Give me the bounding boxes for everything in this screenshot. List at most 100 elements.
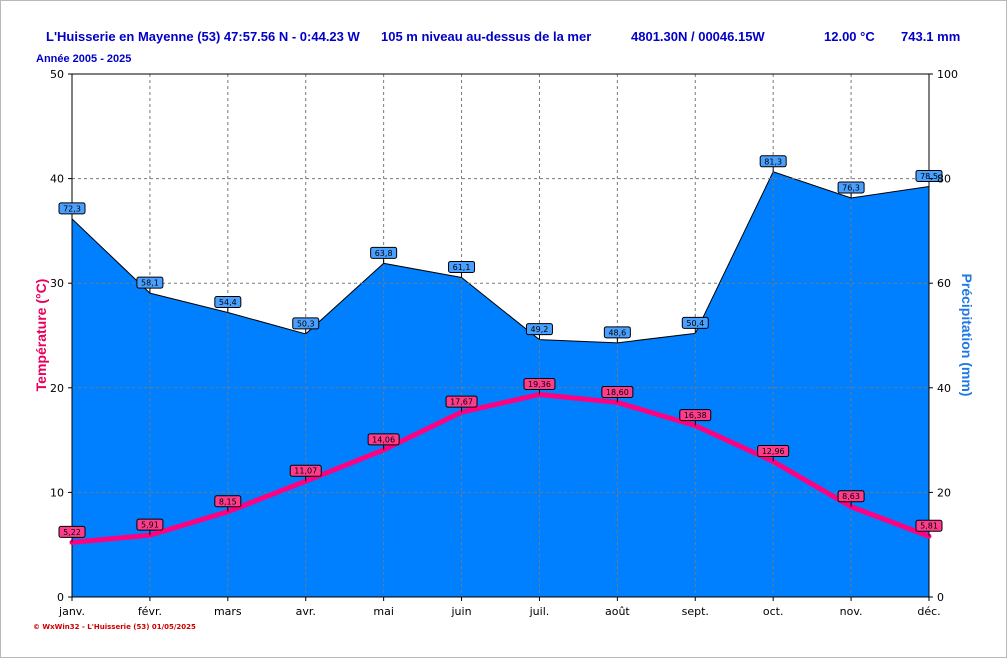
precipitation-value-label: 49,2 (525, 323, 553, 340)
data-label-text: 50,3 (297, 319, 315, 328)
left-axis-tick-label: 0 (57, 591, 64, 604)
plot-border (71, 73, 930, 598)
data-label-text: 50,4 (686, 319, 704, 328)
data-label-box (214, 495, 242, 508)
precipitation-value-label: 78,5 (915, 169, 943, 187)
data-label-box (915, 519, 943, 532)
precipitation-value-label: 81,3 (759, 155, 787, 172)
precipitation-value-label: 50,3 (292, 317, 320, 334)
precipitation-value-label: 48,6 (603, 326, 631, 343)
data-label-box (58, 525, 86, 538)
data-label-text: 61,1 (453, 263, 471, 272)
data-label-text: 58,1 (141, 279, 159, 288)
precipitation-value-label: 50,4 (681, 316, 709, 334)
right-axis-tick-label: 20 (937, 486, 951, 499)
data-label-text: 81,3 (764, 157, 782, 166)
x-axis-tick-label: févr. (138, 605, 162, 618)
data-label-box (367, 433, 400, 446)
period-label: Année 2005 - 2025 (36, 53, 132, 65)
data-label-text: 76,3 (842, 183, 860, 192)
right-axis-tick-label: 40 (937, 382, 951, 395)
temperature-value-label: 14,06 (367, 433, 400, 450)
data-label-box (525, 323, 553, 336)
data-label-box (445, 395, 478, 408)
data-label-box (915, 169, 943, 182)
coords-label: 4801.30N / 00046.15W (631, 29, 765, 44)
data-label-box (136, 276, 164, 289)
data-label-box (214, 295, 242, 308)
station-title: L'Huisserie en Mayenne (53) 47:57.56 N -… (46, 29, 360, 44)
temperature-value-label: 19,36 (523, 377, 556, 395)
right-axis-tick-label: 60 (937, 277, 951, 290)
x-axis-tick-label: mai (373, 605, 394, 618)
temperature-value-label: 17,67 (445, 395, 478, 413)
temperature-value-label: 8,15 (214, 495, 242, 512)
data-label-box (603, 326, 631, 339)
data-label-text: 49,2 (531, 325, 549, 334)
precipitation-value-label: 63,8 (370, 246, 398, 264)
temperature-value-label: 18,60 (601, 385, 634, 403)
data-label-text: 5,22 (63, 528, 81, 537)
data-label-box (136, 518, 164, 531)
data-label-text: 16,38 (684, 411, 707, 420)
temperature-value-label: 5,81 (915, 519, 943, 537)
temperature-line (69, 391, 932, 545)
data-label-box (523, 377, 556, 390)
x-axis-tick-label: janv. (58, 605, 85, 618)
precipitation-value-label: 72,3 (58, 202, 86, 219)
temperature-value-label: 11,07 (289, 464, 322, 482)
data-label-text: 14,06 (372, 435, 395, 444)
data-label-box (601, 385, 634, 398)
data-label-text: 12,96 (762, 447, 785, 456)
data-label-box (289, 464, 322, 477)
data-label-text: 8,63 (842, 492, 860, 501)
data-label-text: 72,3 (63, 204, 81, 213)
right-axis-tick-label: 0 (937, 591, 944, 604)
data-label-text: 8,15 (219, 497, 237, 506)
data-label-text: 18,60 (606, 388, 629, 397)
left-axis-tick-label: 10 (50, 486, 64, 499)
data-label-text: 54,4 (219, 298, 237, 307)
data-label-text: 17,67 (450, 398, 473, 407)
temperature-value-label: 8,63 (837, 490, 865, 507)
temperature-value-label: 16,38 (679, 409, 712, 426)
data-label-text: 5,81 (920, 522, 938, 531)
data-label-box (757, 444, 790, 457)
data-label-box (679, 409, 712, 422)
temperature-value-label: 5,91 (136, 518, 164, 536)
total-precip-label: 743.1 mm (901, 29, 961, 44)
mean-temp-label: 12.00 °C (824, 29, 875, 44)
x-axis-tick-label: avr. (296, 605, 316, 618)
left-axis-tick-label: 50 (50, 68, 64, 81)
x-axis-tick-label: juin (451, 605, 472, 618)
data-label-text: 78,5 (920, 172, 938, 181)
temperature-value-label: 12,96 (757, 444, 790, 462)
data-label-text: 48,6 (608, 328, 626, 337)
data-label-box (837, 490, 865, 503)
x-axis-tick-label: juil. (529, 605, 550, 618)
right-axis-tick-label: 100 (937, 68, 958, 81)
x-axis-tick-label: sept. (682, 605, 709, 618)
left-axis-tick-label: 40 (50, 173, 64, 186)
data-label-box (58, 202, 86, 215)
x-axis-tick-label: mars (214, 605, 242, 618)
precipitation-value-label: 76,3 (837, 181, 865, 198)
data-label-box (370, 246, 398, 259)
right-axis-tick-label: 80 (937, 173, 951, 186)
precipitation-value-label: 61,1 (448, 260, 476, 278)
right-axis-title: Précipitation (mm) (959, 274, 975, 397)
data-label-box (448, 260, 476, 273)
altitude-label: 105 m niveau au-dessus de la mer (381, 29, 592, 44)
precipitation-value-label: 54,4 (214, 295, 242, 313)
left-axis-title: Température (°C) (33, 279, 49, 392)
footer-credit: © WxWin32 - L'Huisserie (53) 01/05/2025 (33, 623, 196, 631)
left-axis-tick-label: 20 (50, 382, 64, 395)
precipitation-outline (71, 171, 930, 344)
x-axis-tick-label: oct. (763, 605, 784, 618)
data-label-text: 5,91 (141, 521, 159, 530)
data-label-box (759, 155, 787, 168)
data-label-box (681, 316, 709, 329)
x-axis-tick-label: nov. (840, 605, 863, 618)
x-axis-tick-label: août (605, 605, 630, 618)
